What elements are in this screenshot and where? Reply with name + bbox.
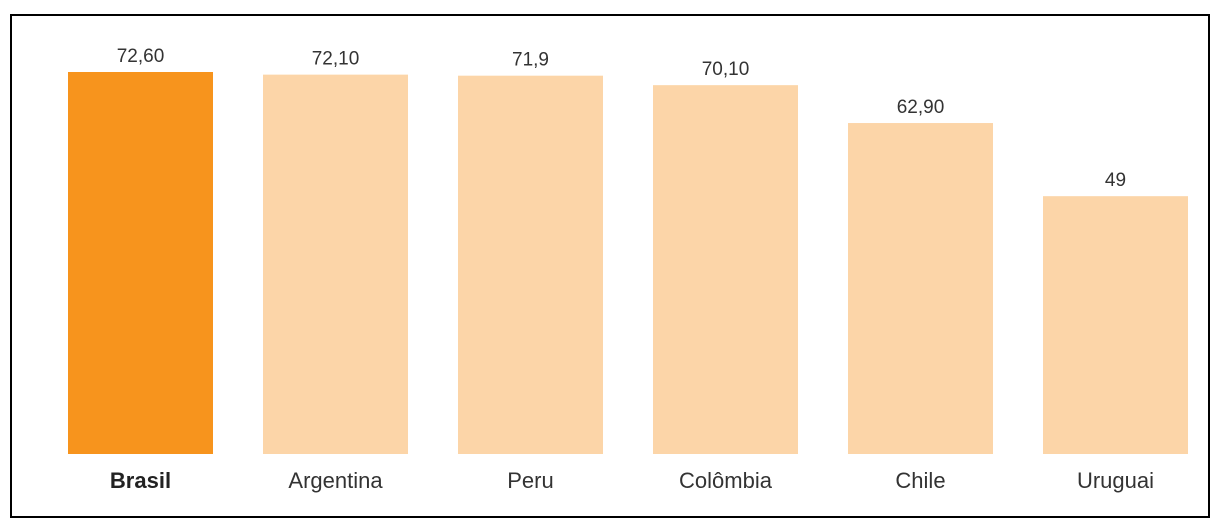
bar-argentina [263,74,408,454]
category-label-uruguai: Uruguai [1077,468,1154,493]
value-label-argentina: 72,10 [312,49,360,70]
value-label-colombia: 70,10 [702,59,750,80]
category-label-peru: Peru [507,468,553,493]
category-label-brasil: Brasil [110,468,171,493]
category-label-argentina: Argentina [288,468,383,493]
bar-chart: 72,60 Brasil 72,10 Argentina 71,9 Peru 70,10 Co… [68,46,1188,493]
bar-chile [848,123,993,454]
chart-frame: 72,60 Brasil 72,10 Argentina 71,9 Peru 70,10 Co… [10,14,1210,518]
bar-uruguai [1043,196,1188,454]
value-label-brasil: 72,60 [117,46,165,67]
bar-brasil [68,72,213,454]
bar-colombia [653,85,798,454]
category-label-chile: Chile [895,468,945,493]
bar-peru [458,75,603,454]
category-label-colombia: Colômbia [679,468,773,493]
value-label-uruguai: 49 [1105,170,1126,191]
value-label-peru: 71,9 [512,50,549,71]
value-label-chile: 62,90 [897,97,945,118]
